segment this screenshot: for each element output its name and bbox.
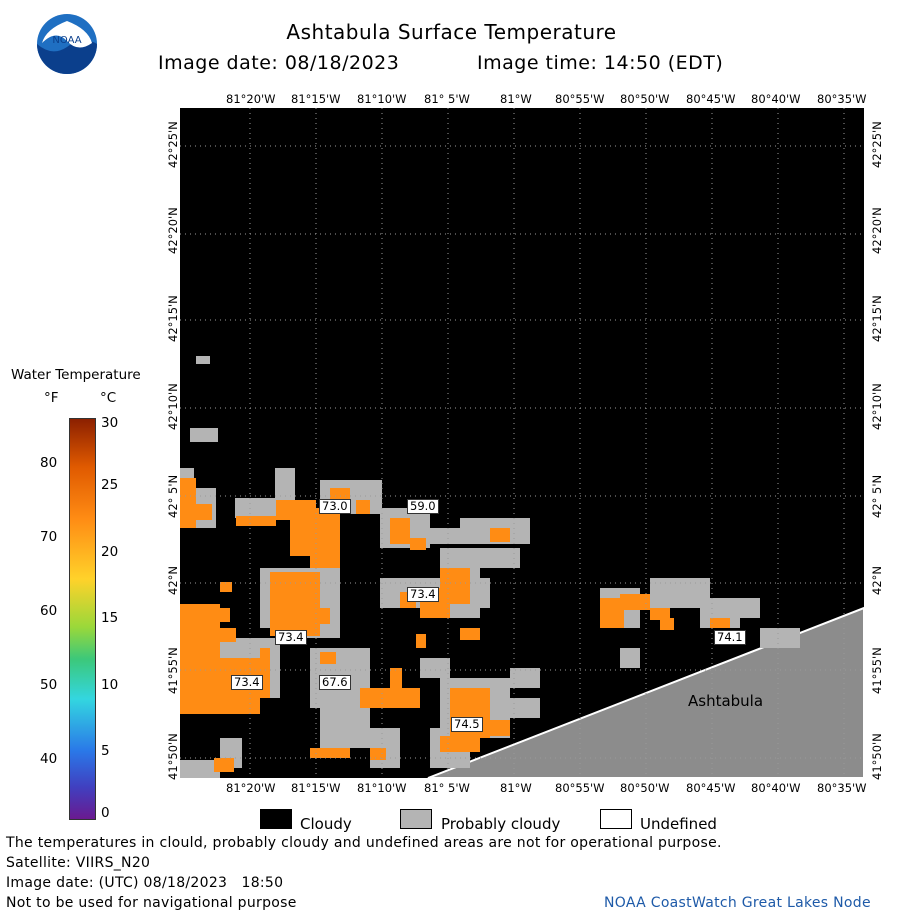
lon-tick: 80°40'W: [751, 92, 801, 106]
credit-link[interactable]: NOAA CoastWatch Great Lakes Node: [604, 895, 871, 911]
c-tick: 10: [101, 677, 119, 693]
lat-tick: 42°10'N: [166, 383, 180, 430]
lon-tick: 81°20'W: [226, 781, 276, 795]
lat-tick: 42°25'N: [166, 121, 180, 168]
temp-label: 73.0: [319, 499, 351, 514]
satellite-text: Satellite: VIIRS_N20: [6, 855, 151, 871]
lat-tick: 42°15'N: [870, 295, 884, 342]
lat-tick: 41°50'N: [166, 733, 180, 780]
f-tick: 50: [40, 677, 58, 693]
lon-tick: 80°35'W: [817, 781, 867, 795]
c-tick: 25: [101, 477, 119, 493]
temp-label: 67.6: [319, 675, 351, 690]
lat-tick: 41°55'N: [870, 647, 884, 694]
lat-lon-grid: [180, 108, 864, 778]
lon-tick: 81°W: [500, 92, 532, 106]
c-tick: 0: [101, 805, 110, 821]
unit-fahrenheit: °F: [44, 390, 59, 406]
legend-swatch-undefined: [600, 809, 632, 829]
lat-tick: 42°N: [870, 566, 884, 595]
utc-date-text: Image date: (UTC) 08/18/2023 18:50: [6, 875, 284, 891]
lon-tick: 81°10'W: [357, 92, 407, 106]
legend-label-probably-cloudy: Probably cloudy: [441, 815, 561, 833]
lon-tick: 81°10'W: [357, 781, 407, 795]
logo-text: NOAA: [52, 35, 81, 46]
lat-tick: 42° 5'N: [166, 474, 180, 518]
lon-tick: 81° 5'W: [424, 92, 470, 106]
lon-tick: 80°55'W: [555, 92, 605, 106]
f-tick: 40: [40, 751, 58, 767]
page-title: Ashtabula Surface Temperature: [286, 20, 617, 44]
noaa-logo-icon: NOAA: [37, 14, 97, 74]
lat-tick: 41°55'N: [166, 647, 180, 694]
temp-label: 73.4: [407, 587, 439, 602]
legend-swatch-probably-cloudy: [400, 809, 432, 829]
lon-tick: 81°15'W: [291, 92, 341, 106]
lon-tick: 80°45'W: [686, 781, 736, 795]
lat-tick: 42°10'N: [870, 383, 884, 430]
map-canvas: [180, 108, 864, 778]
f-tick: 80: [40, 455, 58, 471]
c-tick: 20: [101, 544, 119, 560]
lat-tick: 42°25'N: [870, 121, 884, 168]
lon-tick: 81°20'W: [226, 92, 276, 106]
lon-tick: 81°W: [500, 781, 532, 795]
legend-label-undefined: Undefined: [640, 815, 717, 833]
colorbar: [69, 418, 96, 820]
legend-swatch-cloudy: [260, 809, 292, 829]
f-tick: 70: [40, 529, 58, 545]
disclaimer-text: The temperatures in clould, probably clo…: [6, 835, 722, 851]
f-tick: 60: [40, 603, 58, 619]
noaa-logo: NOAA: [36, 13, 98, 75]
temp-label: 73.4: [231, 675, 263, 690]
lon-tick: 80°40'W: [751, 781, 801, 795]
image-time: Image time: 14:50 (EDT): [477, 52, 724, 74]
c-tick: 30: [101, 415, 119, 431]
lat-tick: 42°N: [166, 566, 180, 595]
lon-tick: 80°55'W: [555, 781, 605, 795]
unit-celsius: °C: [100, 390, 117, 406]
lat-tick: 42°20'N: [870, 207, 884, 254]
colorbar-title: Water Temperature: [11, 367, 141, 383]
lat-tick: 41°50'N: [870, 733, 884, 780]
place-label-ashtabula: Ashtabula: [688, 692, 764, 710]
water-temperature-patches: [180, 478, 730, 772]
lat-tick: 42°20'N: [166, 207, 180, 254]
lat-tick: 42° 5'N: [870, 474, 884, 518]
lon-tick: 80°45'W: [686, 92, 736, 106]
temperature-map: [180, 108, 864, 778]
lat-tick: 42°15'N: [166, 295, 180, 342]
temp-label: 73.4: [275, 630, 307, 645]
image-date: Image date: 08/18/2023: [158, 52, 400, 74]
navigation-warning: Not to be used for navigational purpose: [6, 895, 297, 911]
temp-label: 74.1: [714, 630, 746, 645]
lon-tick: 81° 5'W: [424, 781, 470, 795]
legend-label-cloudy: Cloudy: [300, 815, 352, 833]
temp-label: 74.5: [451, 717, 483, 732]
lon-tick: 80°35'W: [817, 92, 867, 106]
temp-label: 59.0: [407, 499, 439, 514]
c-tick: 15: [101, 610, 119, 626]
lon-tick: 80°50'W: [620, 781, 670, 795]
lon-tick: 81°15'W: [291, 781, 341, 795]
c-tick: 5: [101, 743, 110, 759]
lon-tick: 80°50'W: [620, 92, 670, 106]
